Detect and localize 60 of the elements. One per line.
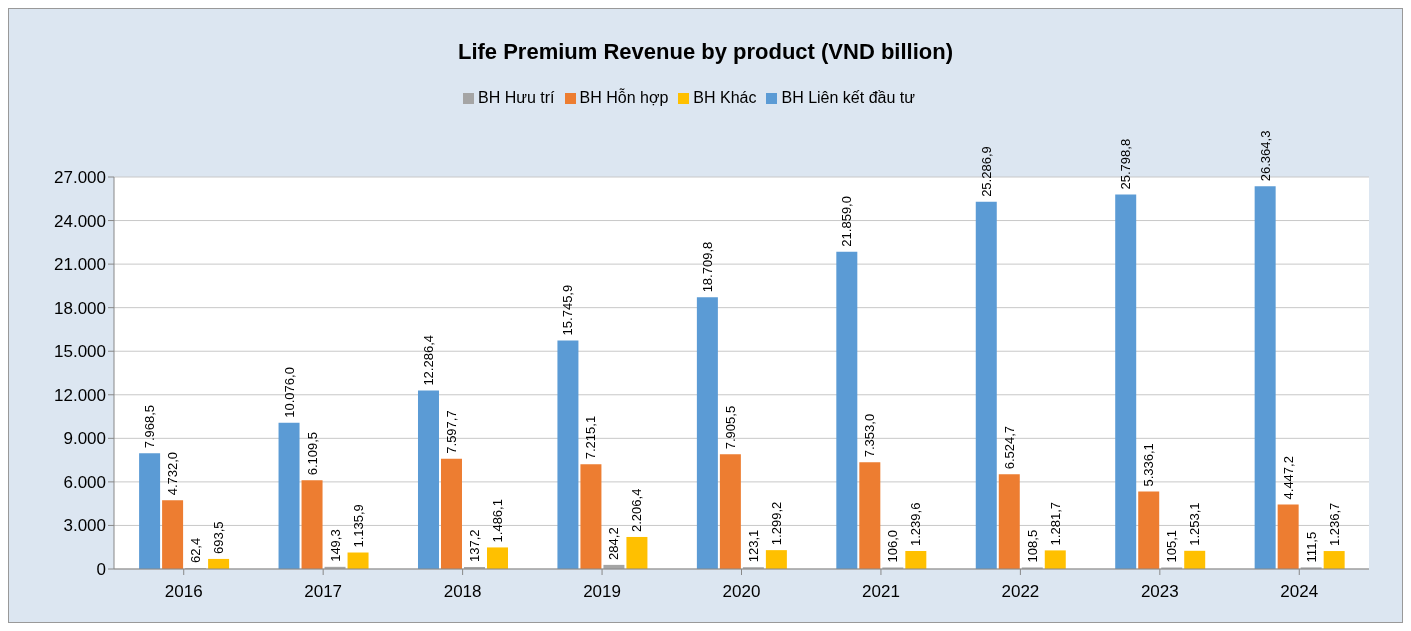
data-label: 1.253,1 — [1187, 502, 1203, 546]
data-label: 284,2 — [606, 527, 622, 560]
y-tick-label: 21.000 — [54, 255, 106, 275]
x-tick-label: 2016 — [164, 582, 203, 602]
data-label: 108,5 — [1024, 529, 1040, 563]
data-label: 137,2 — [466, 529, 482, 563]
data-label: 1.281,7 — [1047, 502, 1063, 546]
data-label: 6.524,7 — [1001, 425, 1017, 470]
data-label: 7.353,0 — [862, 413, 878, 458]
legend-label: BH Liên kết đầu tư — [781, 89, 915, 106]
data-label: 111,5 — [1303, 531, 1319, 563]
data-label: 5.336,1 — [1141, 443, 1157, 487]
data-label: 106,0 — [885, 529, 901, 563]
data-label: 18.709,8 — [699, 241, 715, 293]
y-tick-label: 12.000 — [54, 385, 106, 405]
chart-title: Life Premium Revenue by product (VND billion) — [456, 38, 955, 66]
data-label: 1.486,1 — [489, 499, 505, 543]
data-label: 4.447,2 — [1280, 456, 1296, 500]
x-tick-label: 2021 — [862, 582, 900, 602]
legend-label: BH Hưu trí — [478, 89, 555, 106]
data-label: 105,1 — [1164, 529, 1180, 563]
data-label: 1.239,6 — [908, 502, 924, 546]
data-label: 7.597,7 — [443, 410, 459, 454]
y-tick-label: 24.000 — [54, 211, 106, 231]
data-label: 15.745,9 — [560, 284, 576, 336]
data-label: 12.286,4 — [420, 335, 436, 386]
y-tick-label: 18.000 — [54, 298, 106, 318]
data-label: 693,5 — [211, 521, 227, 554]
data-label: 6.109,5 — [304, 431, 320, 476]
y-tick-label: 3.000 — [63, 516, 106, 536]
x-tick-label: 2018 — [443, 582, 482, 602]
data-label: 25.286,9 — [978, 146, 994, 197]
data-label: 25.798,8 — [1118, 138, 1134, 190]
data-label: 2.206,4 — [629, 488, 645, 532]
y-tick-label: 27.000 — [54, 168, 106, 188]
y-tick-label: 0 — [96, 560, 106, 580]
x-tick-label: 2019 — [583, 582, 621, 602]
data-label: 10.076,0 — [281, 367, 297, 418]
data-label: 123,1 — [745, 529, 761, 563]
data-label: 4.732,0 — [165, 451, 181, 496]
y-tick-label: 6.000 — [63, 472, 106, 492]
data-label: 26.364,3 — [1257, 130, 1273, 182]
data-label: 1.236,7 — [1326, 502, 1342, 547]
data-label: 1.135,9 — [350, 504, 366, 548]
data-label: 62,4 — [188, 537, 204, 564]
x-tick-label: 2023 — [1140, 582, 1179, 602]
data-label: 7.968,5 — [142, 404, 158, 449]
y-tick-label: 9.000 — [63, 429, 106, 449]
data-label: 7.215,1 — [583, 415, 599, 460]
x-tick-label: 2017 — [304, 582, 343, 602]
data-label: 1.299,2 — [768, 501, 784, 546]
data-label: 7.905,5 — [722, 405, 738, 450]
data-label: 149,3 — [327, 529, 343, 562]
y-tick-label: 15.000 — [54, 342, 106, 362]
legend-label: BH Khác — [693, 89, 757, 106]
data-label: 21.859,0 — [839, 196, 855, 247]
x-tick-label: 2020 — [722, 582, 761, 602]
x-tick-label: 2022 — [1001, 582, 1040, 602]
legend-label: BH Hỗn hợp — [579, 89, 669, 106]
x-tick-label: 2024 — [1280, 582, 1319, 602]
